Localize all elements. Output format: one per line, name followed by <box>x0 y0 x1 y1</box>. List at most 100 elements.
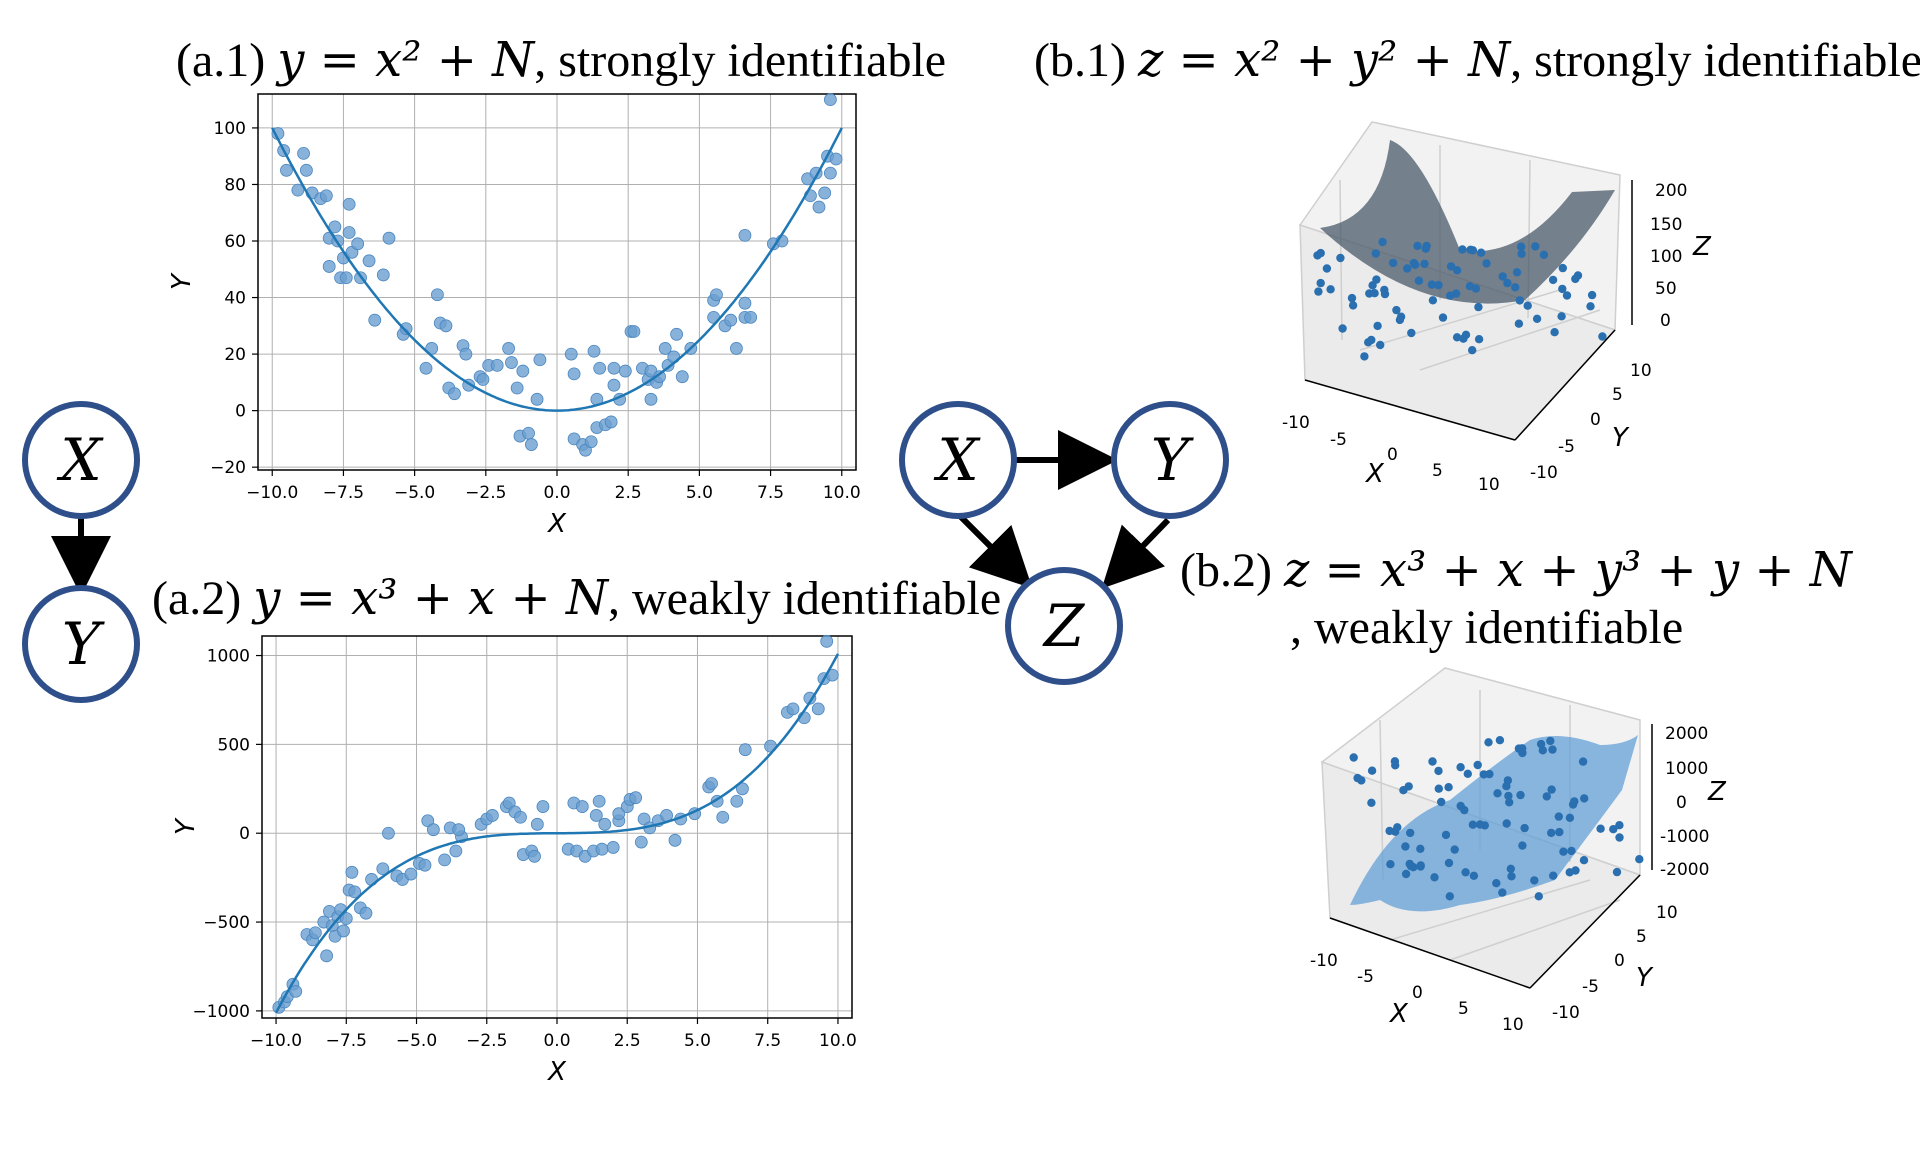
a1-xtick-label-3: −2.5 <box>465 483 506 503</box>
b2-point-85 <box>1456 763 1465 772</box>
title-a1: (a.1) y = x² + N, strongly identifiable <box>176 36 946 85</box>
b2-xtick-0: -10 <box>1310 951 1338 971</box>
b1-point-7 <box>1360 352 1369 361</box>
b2-point-69 <box>1430 873 1439 882</box>
a1-point-100 <box>823 93 837 107</box>
b2-point-24 <box>1555 827 1564 837</box>
a1-xlabel: X <box>546 509 567 539</box>
b2-point-58 <box>1507 872 1516 881</box>
b1-point-33 <box>1420 259 1429 269</box>
b1-xtick-2: 0 <box>1387 445 1398 465</box>
a2-point-87 <box>820 634 834 648</box>
b1-ztick-2: 100 <box>1650 247 1682 267</box>
a1-point-5 <box>300 163 313 177</box>
a1-point-65 <box>618 364 632 378</box>
a1-point-44 <box>516 364 530 378</box>
b1-point-3 <box>1414 276 1424 285</box>
a2-point-21 <box>359 906 373 920</box>
b2-point-43 <box>1353 773 1362 783</box>
a2-xtick-label-6: 5.0 <box>684 1031 711 1051</box>
a1-point-84 <box>724 313 738 327</box>
title-b2-equation: z = x³ + x + y³ + y + N <box>1283 542 1852 598</box>
a2-point-56 <box>592 794 606 808</box>
b1-point-46 <box>1338 324 1347 333</box>
title-a1-label: (a.1) <box>176 34 266 87</box>
b1-xtick-3: 5 <box>1432 461 1443 481</box>
a1-point-31 <box>439 319 453 333</box>
b1-point-39 <box>1557 312 1566 321</box>
a2-point-27 <box>404 867 418 881</box>
b1-point-67 <box>1446 262 1456 271</box>
b1-ytick-2: 0 <box>1590 410 1601 430</box>
b2-point-50 <box>1495 736 1505 745</box>
b2-point-1 <box>1463 769 1473 778</box>
a1-point-41 <box>502 342 515 355</box>
a2-point-47 <box>530 817 544 831</box>
b1-point-49 <box>1388 258 1398 268</box>
b1-ztick-3: 50 <box>1655 279 1677 299</box>
a1-point-52 <box>567 367 581 381</box>
b1-xtick-0: -10 <box>1282 413 1310 433</box>
b2-point-78 <box>1493 789 1502 798</box>
b2-point-35 <box>1386 860 1395 869</box>
b1-point-69 <box>1403 264 1412 273</box>
b1-xlabel: X <box>1364 459 1385 489</box>
a2-xtick-label-1: −7.5 <box>326 1031 367 1051</box>
b2-point-12 <box>1444 783 1453 792</box>
b2-ytick-0: 10 <box>1656 903 1678 923</box>
b1-point-41 <box>1421 244 1431 253</box>
a2-point-7 <box>308 926 322 940</box>
a1-point-35 <box>459 347 473 361</box>
b2-point-22 <box>1441 830 1451 840</box>
a2-point-61 <box>612 807 626 821</box>
b2-point-73 <box>1434 784 1444 793</box>
a1-point-22 <box>368 313 382 327</box>
b2-point-79 <box>1578 757 1588 766</box>
a2-point-24 <box>382 826 395 840</box>
b2-ztick-1: 1000 <box>1665 759 1708 779</box>
b2-zlabel: Z <box>1707 777 1727 807</box>
node-y-b <box>1111 401 1229 519</box>
chart-a2: −10.0 −7.5 −5.0 −2.5 0.0 2.5 5.0 7.5 10.0 1000 500… <box>171 634 857 1087</box>
a1-xtick-label-0: −10.0 <box>246 483 298 503</box>
b2-point-82 <box>1391 761 1400 770</box>
b2-point-57 <box>1479 770 1489 779</box>
b2-point-68 <box>1635 855 1644 864</box>
a1-xtick-label-7: 7.5 <box>757 483 784 503</box>
a2-ytick-label-0: 1000 <box>207 647 250 667</box>
b1-xtick-1: -5 <box>1330 430 1347 450</box>
a1-xtick-label-1: −7.5 <box>323 483 364 503</box>
title-b1-equation: z = x² + y² + N <box>1137 32 1511 88</box>
a2-ytick-label-3: −500 <box>203 913 250 933</box>
b2-point-76 <box>1460 805 1469 815</box>
a2-xtick-label-7: 7.5 <box>754 1031 781 1051</box>
b2-point-75 <box>1565 813 1575 822</box>
b1-point-36 <box>1514 319 1524 328</box>
a1-point-82 <box>710 288 723 302</box>
b1-ytick-4: -10 <box>1530 463 1558 483</box>
a1-point-29 <box>430 288 444 302</box>
b2-point-11 <box>1520 823 1529 833</box>
a1-point-2 <box>280 163 293 177</box>
b1-point-63 <box>1459 334 1468 343</box>
title-b2-label: (b.2) <box>1180 544 1272 597</box>
b2-point-34 <box>1437 797 1446 807</box>
b2-ztick-2: 0 <box>1676 793 1687 813</box>
b1-point-10 <box>1482 259 1491 268</box>
a1-point-56 <box>587 344 601 358</box>
a1-xtick-label-4: 0.0 <box>543 483 570 503</box>
b1-point-76 <box>1378 237 1387 247</box>
b1-point-16 <box>1471 284 1481 293</box>
b2-point-52 <box>1469 871 1479 880</box>
title-b1-tail: , strongly identifiable <box>1510 34 1920 87</box>
a1-point-95 <box>812 200 826 214</box>
b2-point-6 <box>1549 871 1558 880</box>
a2-point-34 <box>449 844 463 858</box>
b2-point-77 <box>1444 858 1454 868</box>
b1-point-19 <box>1438 313 1448 322</box>
a2-point-46 <box>528 849 541 863</box>
node-z-b <box>1005 567 1123 685</box>
b1-point-5 <box>1392 305 1401 315</box>
chart-b1: 200 150 100 50 0 Z -10 -5 0 5 10 X 10 5 … <box>1282 121 1712 495</box>
